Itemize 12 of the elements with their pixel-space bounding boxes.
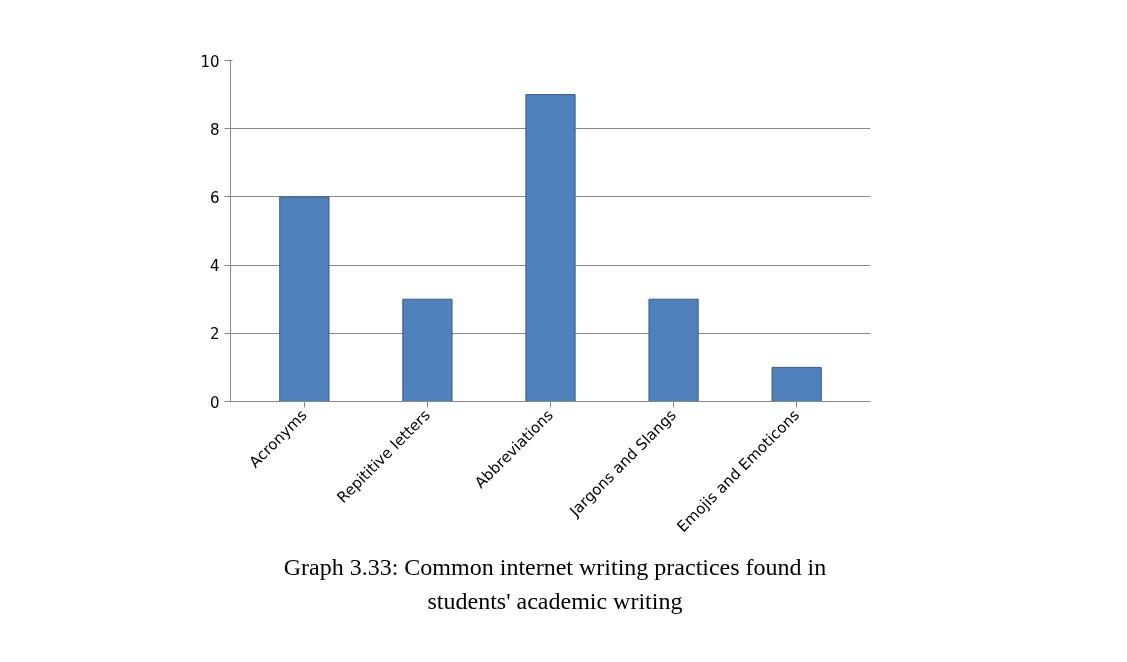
bar xyxy=(402,298,453,402)
y-tick-label: 0 xyxy=(209,393,220,412)
y-tick-label: 8 xyxy=(209,120,220,139)
bar xyxy=(279,196,330,402)
bar xyxy=(648,298,699,402)
caption: Graph 3.33: Common internet writing practices found in students' academic writing xyxy=(282,553,828,617)
bar xyxy=(525,94,576,402)
y-tick-label: 4 xyxy=(209,257,220,276)
y-tick-label: 2 xyxy=(209,325,220,344)
bar xyxy=(771,366,822,402)
y-tick-label: 10 xyxy=(200,52,220,71)
y-tick-label: 6 xyxy=(209,188,220,207)
